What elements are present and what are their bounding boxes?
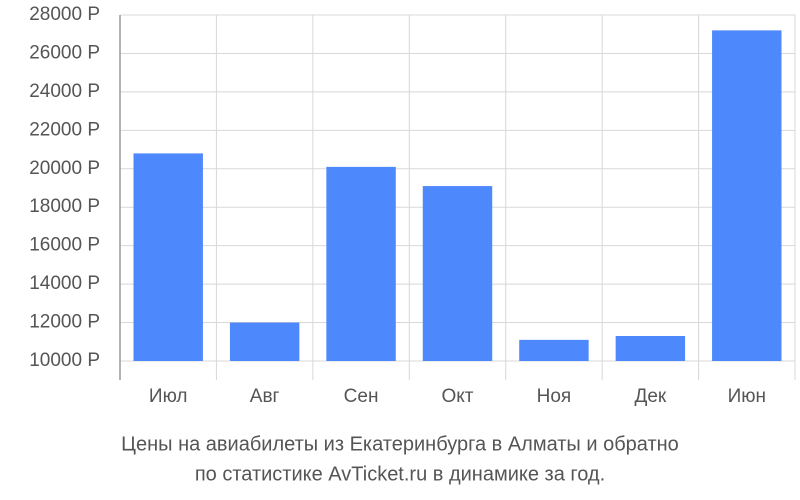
y-tick-label: 26000 Р — [29, 42, 100, 63]
bar — [326, 166, 396, 361]
y-tick-label: 18000 Р — [29, 196, 100, 217]
y-tick-label: 28000 Р — [29, 4, 100, 25]
bar — [712, 30, 782, 361]
bar — [615, 336, 686, 361]
y-tick-label: 16000 Р — [29, 235, 100, 256]
y-tick-label: 22000 Р — [29, 119, 100, 140]
x-tick-label: Ноя — [537, 386, 572, 407]
y-tick-label: 24000 Р — [29, 81, 100, 102]
caption: Цены на авиабилеты из Екатеринбурга в Ал… — [121, 433, 679, 455]
x-tick-label: Июн — [728, 386, 766, 407]
bar — [422, 186, 493, 361]
y-tick-label: 10000 Р — [29, 350, 100, 371]
x-tick-label: Июл — [149, 386, 188, 407]
x-tick-label: Дек — [634, 386, 666, 407]
caption: по статистике AvTicket.ru в динамике за … — [195, 463, 605, 485]
x-tick-label: Окт — [441, 386, 473, 407]
y-tick-label: 12000 Р — [29, 312, 100, 333]
bar — [133, 153, 203, 361]
bar — [519, 339, 589, 361]
x-tick-label: Авг — [250, 386, 280, 407]
y-tick-label: 20000 Р — [29, 158, 100, 179]
x-tick-label: Сен — [344, 386, 379, 407]
bar — [229, 322, 300, 361]
y-tick-label: 14000 Р — [29, 273, 100, 294]
